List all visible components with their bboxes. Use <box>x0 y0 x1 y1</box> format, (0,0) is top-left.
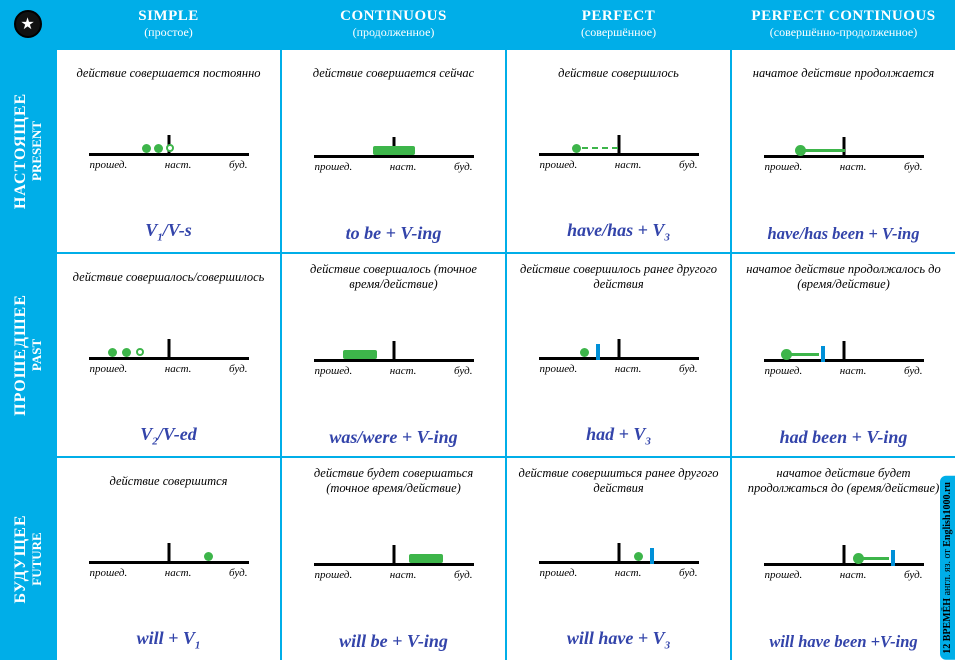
cell-future-simple: действие совершится прошед.наст.буд. wil… <box>57 458 280 660</box>
cell-formula: will be + V-ing <box>339 631 448 654</box>
row-en: PRESENT <box>29 93 43 209</box>
cell-formula: had been + V-ing <box>780 427 908 450</box>
cell-formula: will have + V3 <box>567 628 670 654</box>
cell-desc: действие совершается постоянно <box>72 58 264 88</box>
col-en: PERFECT CONTINUOUS <box>736 8 951 25</box>
diagram-present-continuous: прошед.наст.буд. <box>309 127 479 185</box>
diagram-past-simple: прошед.наст.буд. <box>84 329 254 387</box>
cell-past-continuous: действие совершалось (точное время/дейст… <box>282 254 505 456</box>
cell-formula: to be + V-ing <box>346 223 442 246</box>
row-head-past: ПРОШЕДШЕЕ PAST <box>0 254 55 456</box>
cell-future-perfcont: начатое действие будет продолжаться до (… <box>732 458 955 660</box>
row-en: PAST <box>29 294 43 416</box>
row-head-future: БУДУЩЕЕ FUTURE <box>0 458 55 660</box>
col-ru: (простое) <box>61 25 276 40</box>
diagram-future-perfect: прошед.наст.буд. <box>534 533 704 591</box>
cell-past-simple: действие совершалось/совершилось прошед.… <box>57 254 280 456</box>
cell-desc: действие совершалось/совершилось <box>69 262 269 292</box>
cell-future-perfect: действие совершиться ранее другого дейст… <box>507 458 730 660</box>
cell-formula: V1/V-s <box>145 220 192 246</box>
row-ru: ПРОШЕДШЕЕ <box>12 294 30 416</box>
cell-past-perfcont: начатое действие продолжалось до (время/… <box>732 254 955 456</box>
cell-formula: will + V1 <box>137 628 201 654</box>
col-en: CONTINUOUS <box>286 8 501 25</box>
cell-formula: had + V3 <box>586 424 651 450</box>
cell-desc: действие совершилось <box>554 58 683 88</box>
diagram-present-perfect: прошед.наст.буд. <box>534 125 704 183</box>
col-head-perfect: PERFECT (совершённое) <box>507 0 730 48</box>
cell-desc: действие будет совершаться (точное время… <box>288 466 499 496</box>
cell-desc: начатое действие будет продолжаться до (… <box>738 466 949 496</box>
corner-badge-cell: ★ <box>0 0 55 48</box>
cell-desc: начатое действие продолжалось до (время/… <box>738 262 949 292</box>
row-ru: БУДУЩЕЕ <box>12 515 30 604</box>
cell-formula: will have been +V-ing <box>769 632 917 654</box>
cell-future-continuous: действие будет совершаться (точное время… <box>282 458 505 660</box>
diagram-present-perfcont: прошед.наст.буд. <box>759 127 929 185</box>
cell-desc: действие совершалось (точное время/дейст… <box>288 262 499 292</box>
cell-desc: действие совершилось ранее другого дейст… <box>513 262 724 292</box>
tense-grid: ★ SIMPLE (простое) CONTINUOUS (продолжен… <box>0 0 955 660</box>
cell-formula: V2/V-ed <box>140 424 197 450</box>
source-label: 12 ВРЕМЁН англ. яз. от English1000.ru <box>940 476 955 660</box>
diagram-future-perfcont: прошед.наст.буд. <box>759 535 929 593</box>
diagram-future-continuous: прошед.наст.буд. <box>309 535 479 593</box>
cell-past-perfect: действие совершилось ранее другого дейст… <box>507 254 730 456</box>
cell-desc: действие совершается сейчас <box>309 58 478 88</box>
cell-formula: was/were + V-ing <box>329 427 457 450</box>
cell-formula: have/has been + V-ing <box>768 224 920 246</box>
row-en: FUTURE <box>29 515 43 604</box>
cell-desc: действие совершиться ранее другого дейст… <box>513 466 724 496</box>
cell-formula: have/has + V3 <box>567 220 670 246</box>
diagram-past-continuous: прошед.наст.буд. <box>309 331 479 389</box>
cell-present-continuous: действие совершается сейчас прошед.наст.… <box>282 50 505 252</box>
diagram-present-simple: прошед.наст.буд. <box>84 125 254 183</box>
cell-present-simple: действие совершается постоянно прошед.на… <box>57 50 280 252</box>
diagram-future-simple: прошед.наст.буд. <box>84 533 254 591</box>
col-ru: (продолженное) <box>286 25 501 40</box>
diagram-past-perfcont: прошед.наст.буд. <box>759 331 929 389</box>
col-head-perfcont: PERFECT CONTINUOUS (совершённо-продолжен… <box>732 0 955 48</box>
star-icon: ★ <box>14 10 42 38</box>
col-en: SIMPLE <box>61 8 276 25</box>
col-ru: (совершённое) <box>511 25 726 40</box>
cell-desc: начатое действие продолжается <box>749 58 938 88</box>
cell-desc: действие совершится <box>106 466 232 496</box>
col-head-continuous: CONTINUOUS (продолженное) <box>282 0 505 48</box>
row-ru: НАСТОЯЩЕЕ <box>12 93 30 209</box>
col-head-simple: SIMPLE (простое) <box>57 0 280 48</box>
row-head-present: НАСТОЯЩЕЕ PRESENT <box>0 50 55 252</box>
cell-present-perfcont: начатое действие продолжается прошед.нас… <box>732 50 955 252</box>
cell-present-perfect: действие совершилось прошед.наст.буд. ha… <box>507 50 730 252</box>
col-en: PERFECT <box>511 8 726 25</box>
col-ru: (совершённо-продолженное) <box>736 25 951 40</box>
diagram-past-perfect: прошед.наст.буд. <box>534 329 704 387</box>
